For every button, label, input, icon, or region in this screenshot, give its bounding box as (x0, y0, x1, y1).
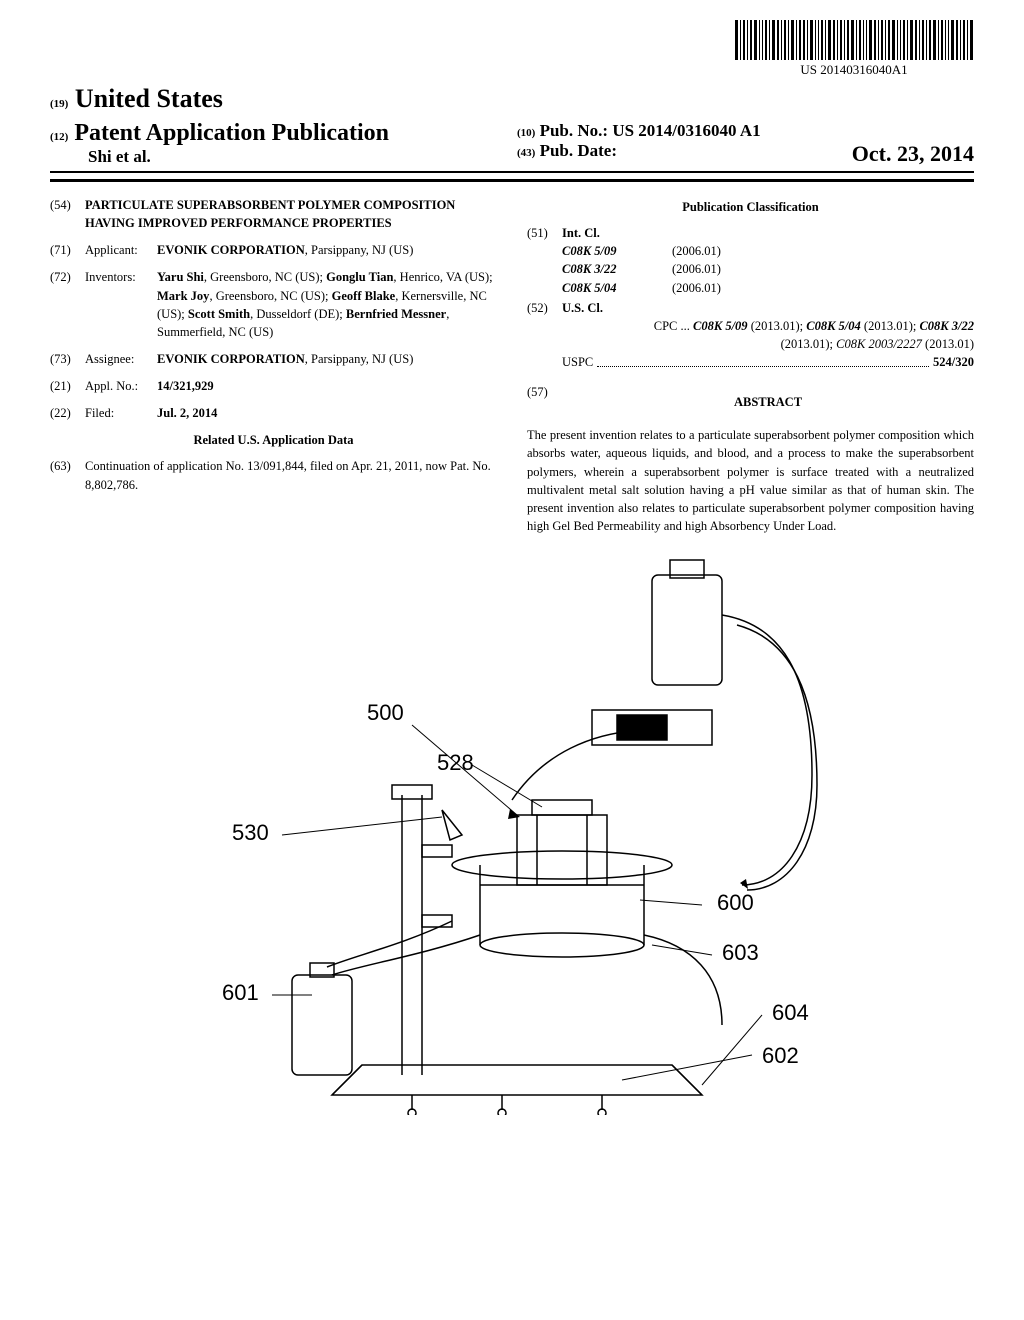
intcl-date-1: (2006.01) (672, 260, 974, 278)
left-column: (54) PARTICULATE SUPERABSORBENT POLYMER … (50, 196, 497, 535)
publication-type: (12) Patent Application Publication (50, 120, 507, 147)
filed-field: (22) Filed: Jul. 2, 2014 (50, 404, 497, 422)
inventors-content: Yaru Shi, Greensboro, NC (US); Gonglu Ti… (157, 268, 497, 341)
related-title: Related U.S. Application Data (50, 431, 497, 449)
pub-num: (12) (50, 131, 68, 143)
fig-label-604: 604 (772, 1000, 809, 1025)
fig-label-602: 602 (762, 1043, 799, 1068)
title-field: (54) PARTICULATE SUPERABSORBENT POLYMER … (50, 196, 497, 232)
title-num: (54) (50, 196, 85, 232)
applno-num: (21) (50, 377, 85, 395)
assignee-name: EVONIK CORPORATION (157, 352, 305, 366)
pubdate-num: (43) (517, 147, 535, 159)
figure-area: 500 528 530 600 603 601 604 602 (50, 555, 974, 1120)
country-line: (19) United States (50, 84, 974, 114)
applno-value: 14/321,929 (157, 377, 497, 395)
pubno-value: US 2014/0316040 A1 (612, 121, 760, 140)
authors-line: Shi et al. (50, 147, 507, 167)
pubdate-label: Pub. Date: (540, 141, 617, 160)
pubdate-value: Oct. 23, 2014 (852, 141, 974, 167)
intcl-code-0: C08K 5/09 (562, 242, 672, 260)
intcl-field: (51) Int. Cl. C08K 5/09 (2006.01) C08K 3… (527, 224, 974, 297)
cpc-label: CPC ... (654, 319, 693, 333)
barcode-text: US 20140316040A1 (734, 62, 974, 78)
continuation-num: (63) (50, 457, 85, 493)
country-name: United States (75, 84, 223, 113)
pubno-label: Pub. No.: (540, 121, 608, 140)
continuation-field: (63) Continuation of application No. 13/… (50, 457, 497, 493)
inventors-label: Inventors: (85, 268, 157, 341)
abstract-num: (57) (527, 383, 562, 417)
uspc-label: USPC (562, 353, 593, 371)
header-divider (50, 179, 974, 182)
abstract-label: ABSTRACT (562, 393, 974, 411)
uspc-value: 524/320 (933, 353, 974, 371)
intcl-row-1: C08K 3/22 (2006.01) (562, 260, 974, 278)
assignee-loc: Parsippany, NJ (US) (311, 352, 413, 366)
abstract-text: The present invention relates to a parti… (527, 426, 974, 535)
pubno-line: (10) Pub. No.: US 2014/0316040 A1 (517, 121, 974, 141)
applicant-num: (71) (50, 241, 85, 259)
uscl-content: U.S. Cl. CPC ... C08K 5/09 (2013.01); C0… (562, 299, 974, 372)
barcode: US 20140316040A1 (734, 20, 974, 78)
assignee-field: (73) Assignee: EVONIK CORPORATION, Parsi… (50, 350, 497, 368)
pubdate-line: (43) Pub. Date: Oct. 23, 2014 (517, 141, 974, 161)
barcode-lines (734, 20, 974, 60)
pubclass-title: Publication Classification (527, 198, 974, 216)
cpc-block: CPC ... C08K 5/09 (2013.01); C08K 5/04 (… (562, 317, 974, 353)
applicant-content: EVONIK CORPORATION, Parsippany, NJ (US) (157, 241, 497, 259)
uspc-dots (597, 353, 929, 367)
abstract-header: (57) ABSTRACT (527, 383, 974, 417)
header-block: (19) United States (12) Patent Applicati… (50, 84, 974, 182)
fig-label-530: 530 (232, 820, 269, 845)
filed-value: Jul. 2, 2014 (157, 404, 497, 422)
intcl-row-0: C08K 5/09 (2006.01) (562, 242, 974, 260)
intcl-content: Int. Cl. C08K 5/09 (2006.01) C08K 3/22 (… (562, 224, 974, 297)
header-right: (10) Pub. No.: US 2014/0316040 A1 (43) P… (507, 121, 974, 167)
intcl-code-1: C08K 3/22 (562, 260, 672, 278)
intcl-date-0: (2006.01) (672, 242, 974, 260)
assignee-content: EVONIK CORPORATION, Parsippany, NJ (US) (157, 350, 497, 368)
applno-label: Appl. No.: (85, 377, 157, 395)
pubno-num: (10) (517, 127, 535, 139)
intcl-label: Int. Cl. (562, 224, 974, 242)
pub-label: Patent Application Publication (74, 120, 389, 146)
intcl-date-2: (2006.01) (672, 279, 974, 297)
fig-label-600: 600 (717, 890, 754, 915)
uscl-label: U.S. Cl. (562, 299, 974, 317)
filed-label: Filed: (85, 404, 157, 422)
fig-label-601: 601 (222, 980, 259, 1005)
fig-label-500: 500 (367, 700, 404, 725)
patent-title: PARTICULATE SUPERABSORBENT POLYMER COMPO… (85, 196, 497, 232)
uscl-num: (52) (527, 299, 562, 372)
inventors-field: (72) Inventors: Yaru Shi, Greensboro, NC… (50, 268, 497, 341)
fig-label-603: 603 (722, 940, 759, 965)
applicant-name: EVONIK CORPORATION (157, 243, 305, 257)
intcl-code-2: C08K 5/04 (562, 279, 672, 297)
inventors-num: (72) (50, 268, 85, 341)
uspc-line: USPC 524/320 (562, 353, 974, 371)
filed-num: (22) (50, 404, 85, 422)
assignee-label: Assignee: (85, 350, 157, 368)
uscl-field: (52) U.S. Cl. CPC ... C08K 5/09 (2013.01… (527, 299, 974, 372)
content-columns: (54) PARTICULATE SUPERABSORBENT POLYMER … (50, 196, 974, 535)
applicant-label: Applicant: (85, 241, 157, 259)
assignee-num: (73) (50, 350, 85, 368)
continuation-text: Continuation of application No. 13/091,8… (85, 457, 497, 493)
header-row: (12) Patent Application Publication Shi … (50, 120, 974, 173)
apparatus-figure: 500 528 530 600 603 601 604 602 (162, 555, 862, 1115)
right-column: Publication Classification (51) Int. Cl.… (527, 196, 974, 535)
applno-field: (21) Appl. No.: 14/321,929 (50, 377, 497, 395)
applicant-loc: Parsippany, NJ (US) (311, 243, 413, 257)
country-num: (19) (50, 98, 68, 110)
intcl-row-2: C08K 5/04 (2006.01) (562, 279, 974, 297)
header-left: (12) Patent Application Publication Shi … (50, 120, 507, 167)
intcl-num: (51) (527, 224, 562, 297)
fig-label-528: 528 (437, 750, 474, 775)
applicant-field: (71) Applicant: EVONIK CORPORATION, Pars… (50, 241, 497, 259)
barcode-region: US 20140316040A1 (50, 20, 974, 79)
